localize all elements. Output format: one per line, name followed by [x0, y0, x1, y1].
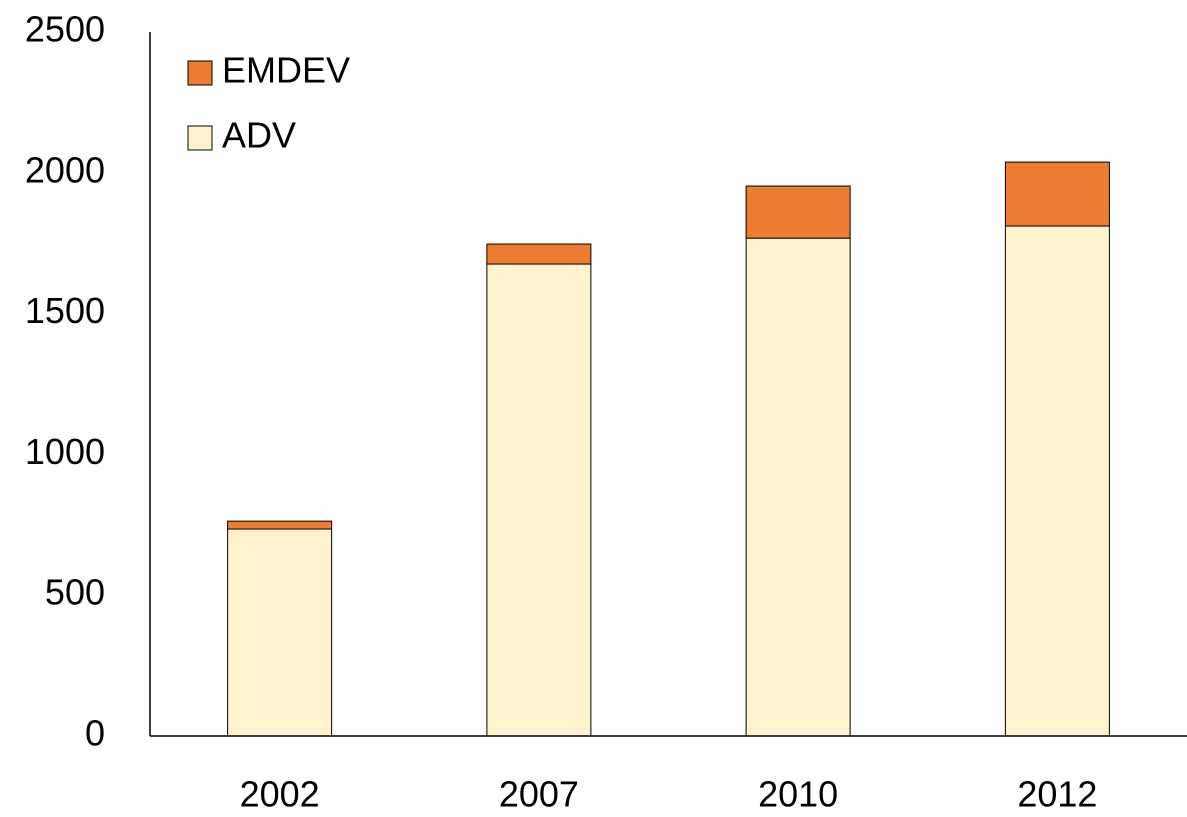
legend-label: EMDEV	[222, 50, 350, 91]
y-tick-label: 500	[45, 572, 105, 613]
legend-label: ADV	[222, 115, 296, 156]
x-tick-label: 2002	[240, 774, 320, 815]
bar-segment	[745, 237, 851, 737]
y-tick-label: 1000	[25, 431, 105, 472]
bar-segment	[486, 243, 592, 265]
y-tick-label: 1500	[25, 290, 105, 331]
y-tick-label: 0	[85, 713, 105, 754]
legend-swatch	[187, 125, 213, 151]
y-tick-label: 2500	[25, 9, 105, 50]
x-tick-label: 2007	[499, 774, 579, 815]
x-tick-label: 2012	[1017, 774, 1097, 815]
bar-segment	[227, 528, 333, 737]
bar-segment	[1004, 161, 1110, 227]
bar-segment	[486, 263, 592, 737]
legend-swatch	[187, 60, 213, 86]
bar-segment	[1004, 225, 1110, 737]
bar-segment	[745, 185, 851, 239]
x-tick-label: 2010	[758, 774, 838, 815]
bar-segment	[227, 520, 333, 530]
y-tick-label: 2000	[25, 149, 105, 190]
